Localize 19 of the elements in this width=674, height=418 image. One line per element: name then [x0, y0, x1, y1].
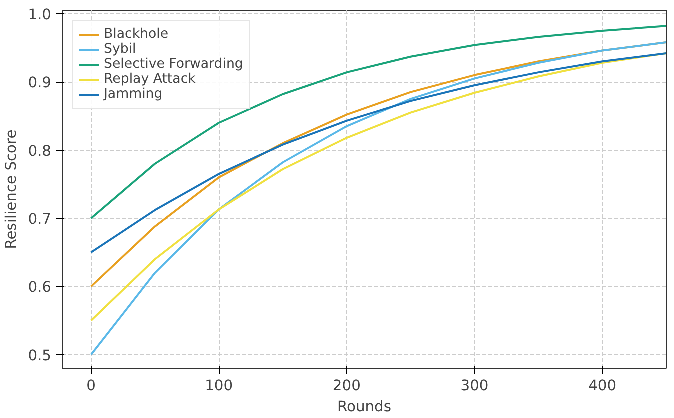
- y-tick-label: 0.8: [28, 142, 52, 160]
- legend-label: Selective Forwarding: [104, 57, 244, 72]
- line-series: [90, 25, 666, 220]
- x-tick-label: 200: [332, 378, 361, 394]
- y-tick-label: 0.7: [28, 210, 52, 228]
- x-tick-label: 400: [588, 378, 617, 394]
- y-axis-title: Resilience Score: [3, 130, 20, 250]
- legend-label: Blackhole: [104, 27, 169, 42]
- x-tick-label: 300: [460, 378, 489, 394]
- y-tick-label: 0.6: [28, 279, 52, 296]
- y-tick-label: 0.5: [28, 347, 52, 364]
- legend-label: Jamming: [104, 87, 163, 102]
- legend-label: Sybil: [104, 42, 136, 57]
- x-axis-title: Rounds: [337, 398, 392, 416]
- x-tick-label: 100: [205, 378, 234, 394]
- y-tick-label: 0.9: [28, 74, 52, 92]
- y-tick-label: 1.0: [28, 6, 52, 24]
- x-tick-label: 0: [86, 378, 96, 394]
- legend-label: Replay Attack: [104, 72, 196, 87]
